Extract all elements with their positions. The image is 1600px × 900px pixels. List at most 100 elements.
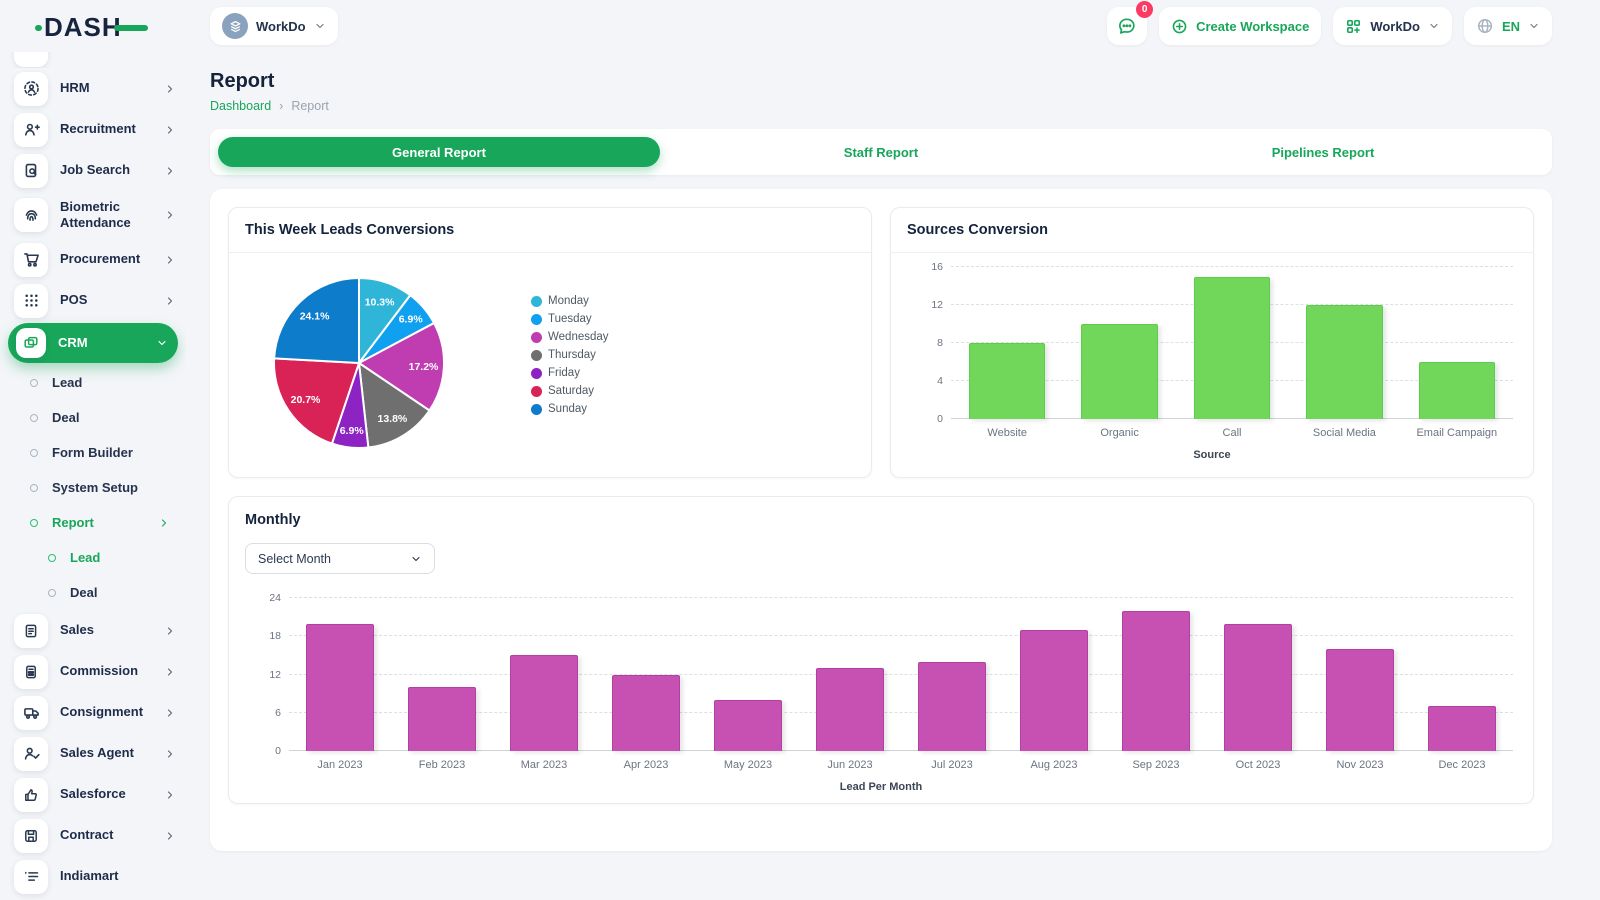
pie-slice-thursday[interactable]	[358, 362, 431, 449]
gridline: 12	[269, 669, 1513, 681]
pie-slice-wednesday[interactable]	[358, 322, 445, 412]
bullet-icon	[30, 518, 38, 527]
bar-organic[interactable]	[1081, 324, 1158, 419]
partial-icon	[14, 52, 48, 67]
workspace-switcher-label: WorkDo	[1370, 18, 1420, 34]
sidebar-subitem-report[interactable]: Report	[0, 505, 186, 540]
bullet-icon	[30, 413, 38, 422]
x-tick-label: Mar 2023	[520, 759, 568, 771]
globe-icon	[1476, 17, 1494, 35]
sidebar-item-sales[interactable]: Sales	[0, 610, 186, 651]
app-logo[interactable]: DASH	[35, 12, 148, 43]
bar-website[interactable]	[968, 343, 1046, 419]
x-axis-title: Source	[1193, 449, 1231, 461]
tab-pipelines-report[interactable]: Pipelines Report	[1102, 137, 1544, 167]
bar-call[interactable]	[1193, 276, 1271, 419]
sidebar-item-commission[interactable]: Commission	[0, 651, 186, 692]
legend-item-sunday[interactable]: Sunday	[531, 403, 609, 415]
x-tick-label: Aug 2023	[1030, 759, 1078, 771]
legend-item-wednesday[interactable]: Wednesday	[531, 331, 609, 343]
pie-slice-value: 6.9%	[340, 425, 365, 437]
bar-sep-2023[interactable]	[1122, 610, 1190, 751]
sidebar-subitem-lead[interactable]: Lead	[0, 540, 186, 575]
sidebar-item-salesforce[interactable]: Salesforce	[0, 774, 186, 815]
tab-general-report[interactable]: General Report	[218, 137, 660, 167]
legend-item-friday[interactable]: Friday	[531, 367, 609, 379]
sources-card-title: Sources Conversion	[907, 222, 1049, 238]
sidebar-item-procurement[interactable]: Procurement	[0, 239, 186, 280]
bar-oct-2023[interactable]	[1224, 623, 1292, 751]
create-workspace-button[interactable]: Create Workspace	[1159, 7, 1322, 45]
bar-apr-2023[interactable]	[612, 674, 680, 751]
sidebar-item-consignment[interactable]: Consignment	[0, 692, 186, 733]
sidebar-item-recruitment[interactable]: Recruitment	[0, 109, 186, 150]
y-tick-label: 4	[937, 375, 943, 387]
workspace-switcher[interactable]: WorkDo	[1333, 7, 1452, 45]
pie-legend: Monday Tuesday Wednesday Thursday Friday Satu…	[531, 295, 609, 421]
sidebar-item-job-search[interactable]: Job Search	[0, 150, 186, 191]
bar-may-2023[interactable]	[714, 700, 782, 751]
sidebar-subitem-deal[interactable]: Deal	[0, 575, 186, 610]
tab-staff-report[interactable]: Staff Report	[660, 137, 1102, 167]
bar-social-media[interactable]	[1306, 305, 1383, 419]
bar-feb-2023[interactable]	[408, 687, 476, 751]
sidebar-item-label: HRM	[60, 80, 90, 96]
bar-nov-2023[interactable]	[1326, 649, 1394, 751]
page-title: Report	[210, 70, 275, 92]
logo-accent-icon	[35, 25, 42, 31]
sidebar-subitem-deal[interactable]: Deal	[0, 400, 186, 435]
indiamart-icon	[14, 859, 48, 894]
bar-dec-2023[interactable]	[1428, 706, 1496, 751]
pie-slice-sunday[interactable]	[273, 277, 360, 364]
x-tick-label: Social Media	[1312, 427, 1376, 439]
bar-jun-2023[interactable]	[816, 668, 884, 751]
bar-email-campaign[interactable]	[1418, 362, 1496, 419]
legend-item-monday[interactable]: Monday	[531, 295, 609, 307]
legend-item-thursday[interactable]: Thursday	[531, 349, 609, 361]
sidebar-item-sales-agent[interactable]: Sales Agent	[0, 733, 186, 774]
pie-slice-value: 13.8%	[378, 413, 408, 425]
bullet-icon	[48, 588, 56, 597]
sidebar-item-pos[interactable]: POS	[0, 280, 186, 321]
sidebar-item-label: Job Search	[60, 162, 131, 178]
sidebar-item-crm[interactable]: CRM	[8, 323, 178, 363]
sidebar-subitem-lead[interactable]: Lead	[0, 365, 186, 400]
sidebar-subitem-form-builder[interactable]: Form Builder	[0, 435, 186, 470]
x-tick-label: Call	[1222, 427, 1242, 439]
sidebar-item-indiamart[interactable]: Indiamart	[0, 856, 186, 897]
sales-icon	[14, 613, 48, 648]
month-select-value: Select Month	[258, 551, 331, 566]
crm-icon	[16, 328, 46, 358]
legend-item-tuesday[interactable]: Tuesday	[531, 313, 609, 325]
messenger-button[interactable]: 0	[1107, 1, 1154, 45]
leads-card-title: This Week Leads Conversions	[245, 222, 455, 238]
bar-jan-2023[interactable]	[306, 623, 374, 751]
pie-slice-value: 6.9%	[399, 313, 424, 325]
gridline: 16	[931, 261, 1513, 273]
legend-item-saturday[interactable]: Saturday	[531, 385, 609, 397]
bar-mar-2023[interactable]	[510, 655, 578, 751]
month-select[interactable]: Select Month	[245, 543, 435, 574]
sidebar-item-contract[interactable]: Contract	[0, 815, 186, 856]
pos-icon	[14, 283, 48, 318]
sidebar-item-hrm[interactable]: HRM	[0, 68, 186, 109]
pie-slice-value: 10.3%	[365, 296, 395, 308]
workspace-avatar-icon	[222, 13, 248, 39]
x-tick-label: Email Campaign	[1416, 427, 1498, 439]
y-tick-label: 0	[937, 413, 943, 425]
sidebar-item-label: Sales	[60, 622, 94, 638]
sidebar-item-label: Recruitment	[60, 121, 136, 137]
sidebar-item-label: Sales Agent	[60, 745, 134, 761]
legend-label: Sunday	[548, 403, 588, 415]
breadcrumb-dashboard-link[interactable]: Dashboard	[210, 99, 272, 113]
workspace-chip[interactable]: WorkDo	[210, 7, 338, 45]
pie-slice-saturday[interactable]	[273, 357, 360, 445]
sidebar-subitem-system-setup[interactable]: System Setup	[0, 470, 186, 505]
bar-aug-2023[interactable]	[1020, 629, 1088, 751]
logo-dash-icon	[113, 25, 148, 31]
chat-icon	[1116, 15, 1138, 37]
bar-jul-2023[interactable]	[918, 661, 986, 751]
language-switcher[interactable]: EN	[1463, 7, 1552, 45]
sidebar-item-biometric-attendance[interactable]: Biometric Attendance	[0, 191, 186, 239]
sidebar-item-label: CRM	[58, 334, 88, 350]
